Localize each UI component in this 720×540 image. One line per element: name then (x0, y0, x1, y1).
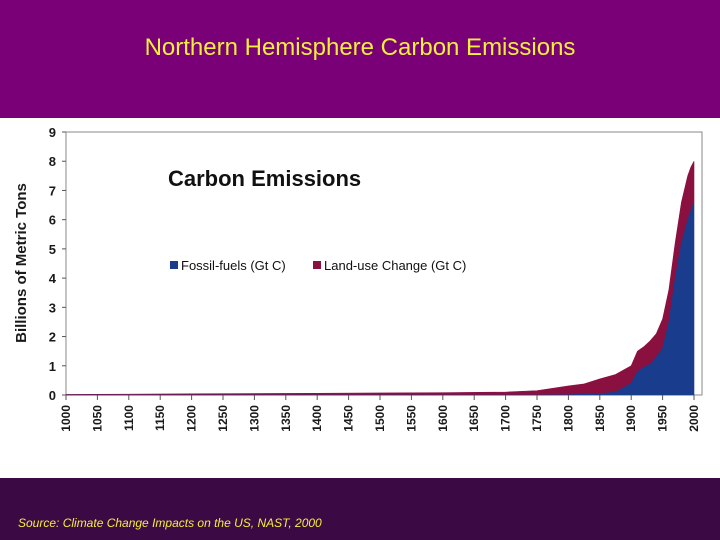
legend-swatch-fossil (170, 261, 178, 269)
axis-layer: 0 1 2 3 4 5 6 7 8 9 1000 1050 1100 1150 1200 1250 1300 13… (49, 125, 701, 432)
x-tick-label-1800: 1800 (561, 405, 575, 432)
x-tick-label-1050: 1050 (90, 405, 104, 432)
x-tick-label-1400: 1400 (310, 405, 324, 432)
legend-label-fossil: Fossil-fuels (Gt C) (181, 258, 286, 273)
y-tick-label-1: 1 (49, 359, 56, 374)
x-tick-label-1250: 1250 (216, 405, 230, 432)
footer-band (0, 478, 720, 540)
x-tick-label-1550: 1550 (404, 405, 418, 432)
y-axis-label: Billions of Metric Tons (13, 183, 30, 343)
y-tick-label-9: 9 (49, 125, 56, 140)
y-tick-label-3: 3 (49, 300, 56, 315)
x-tick-label-1150: 1150 (153, 405, 167, 431)
legend-swatch-landuse (313, 261, 321, 269)
area-layer (65, 161, 695, 396)
x-tick-label-1350: 1350 (279, 405, 293, 432)
slide-title: Northern Hemisphere Carbon Emissions (144, 34, 576, 61)
y-tick-label-0: 0 (49, 388, 56, 403)
x-tick-label-1000: 1000 (59, 405, 73, 432)
x-tick-label-1200: 1200 (185, 405, 199, 432)
y-tick-label-6: 6 (49, 213, 56, 228)
chart-title: Carbon Emissions (168, 166, 361, 191)
y-tick-label-8: 8 (49, 154, 56, 169)
source-citation: Source: Climate Change Impacts on the US… (18, 516, 322, 530)
chart-panel: 0 1 2 3 4 5 6 7 8 9 1000 1050 1100 1150 1200 1250 1300 13… (0, 118, 720, 478)
x-tick-label-1100: 1100 (122, 405, 136, 431)
x-tick-label-1700: 1700 (499, 405, 513, 432)
x-tick-label-1300: 1300 (247, 405, 261, 432)
x-tick-label-1650: 1650 (467, 405, 481, 432)
x-tick-label-1600: 1600 (436, 405, 450, 432)
x-tick-label-1500: 1500 (373, 405, 387, 432)
legend-label-landuse: Land-use Change (Gt C) (324, 258, 466, 273)
x-tick-label-1950: 1950 (656, 405, 670, 432)
carbon-emissions-chart: 0 1 2 3 4 5 6 7 8 9 1000 1050 1100 1150 1200 1250 1300 13… (13, 125, 703, 432)
x-tick-label-1900: 1900 (624, 405, 638, 432)
x-tick-label-1750: 1750 (530, 405, 544, 432)
y-tick-label-2: 2 (49, 330, 56, 345)
y-tick-label-7: 7 (49, 183, 56, 198)
x-tick-label-2000: 2000 (687, 405, 701, 432)
legend: Fossil-fuels (Gt C) Land-use Change (Gt C… (170, 258, 466, 273)
y-tick-label-5: 5 (49, 242, 56, 257)
x-tick-label-1850: 1850 (593, 405, 607, 432)
y-tick-label-4: 4 (49, 271, 57, 286)
x-tick-label-1450: 1450 (342, 405, 356, 432)
series-fossil-area (66, 202, 695, 396)
